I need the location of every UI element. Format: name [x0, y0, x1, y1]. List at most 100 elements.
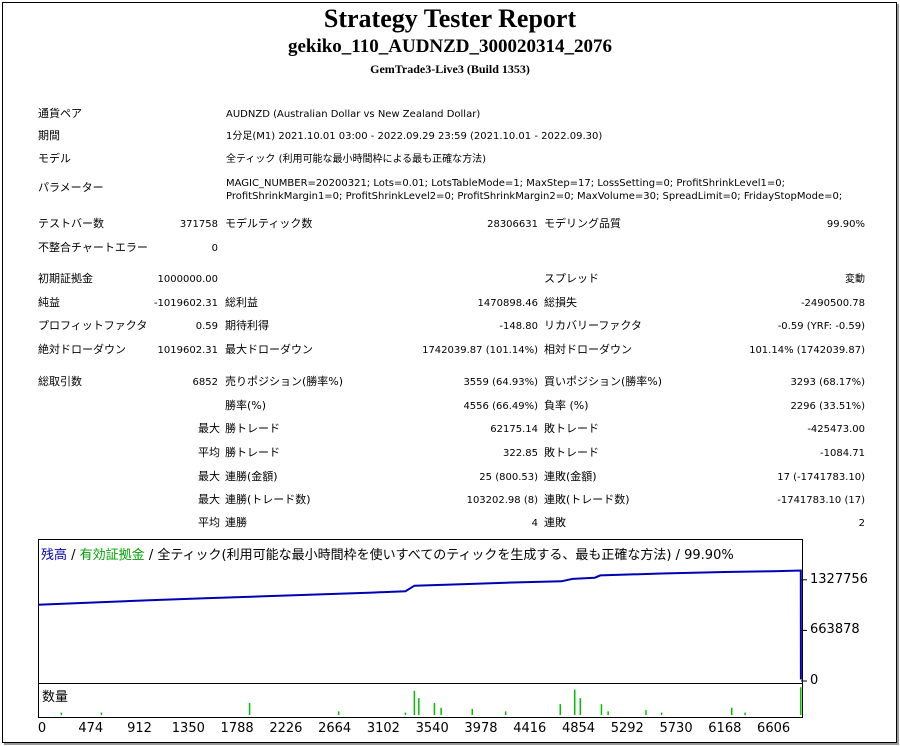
y-tick-label: 0 [810, 673, 819, 688]
legend-sep: / [67, 548, 80, 563]
avg-consec-losses-label: 連敗 [544, 516, 566, 529]
avg-loss-value: -1084.71 [820, 448, 865, 459]
x-tick-label: 2664 [318, 721, 352, 736]
largest-loss-label: 敗トレード [544, 422, 599, 435]
max-drawdown-value: 1742039.87 (101.14%) [422, 345, 538, 356]
total-trades-value: 6852 [192, 377, 218, 388]
expected-payoff-value: -148.80 [499, 321, 538, 332]
chart-caption: 残高 / 有効証拠金 / 全ティック(利用可能な最小時間枠を使いすべてのティック… [41, 544, 734, 563]
rel-drawdown-label: 相対ドローダウン [544, 343, 632, 356]
bars-value: 371758 [179, 219, 218, 230]
x-tick-label: 5292 [610, 721, 644, 736]
net-profit-label: 純益 [38, 296, 60, 309]
loss-rate-value: 2296 (33.51%) [790, 401, 865, 412]
total-trades-label: 総取引数 [38, 375, 82, 388]
loss-rate-label: 負率 (%) [544, 399, 589, 412]
period-value: 1分足(M1) 2021.10.01 03:00 - 2022.09.29 23… [226, 131, 603, 142]
y-tick-label: 1327756 [810, 571, 868, 587]
short-positions-label: 売りポジション(勝率%) [225, 375, 344, 388]
net-profit-value: -1019602.31 [153, 298, 218, 309]
avg-loss-label: 敗トレード [544, 446, 599, 459]
quality-value: 99.90% [826, 219, 865, 230]
consec-losses-value: 17 (-1741783.10) [777, 472, 865, 483]
quality-label: モデリング品質 [544, 217, 621, 230]
x-tick-label: 5730 [659, 721, 693, 736]
mismatch-value: 0 [211, 243, 218, 254]
balance-line [37, 569, 802, 680]
gross-loss-value: -2490500.78 [800, 298, 865, 309]
long-positions-value: 3293 (68.17%) [790, 377, 865, 388]
volume-label: 数量 [42, 690, 69, 705]
params-line-1: MAGIC_NUMBER=20200321; Lots=0.01; LotsTa… [226, 178, 786, 189]
params-line-2: ProfitShrinkMargin1=0; ProfitShrinkLevel… [226, 191, 843, 202]
mismatch-label: 不整合チャートエラー [38, 241, 148, 254]
server-name: GemTrade3-Live3 (Build 1353) [370, 62, 530, 76]
largest-win-value: 62175.14 [490, 424, 538, 435]
consec-profit-label: 連勝(トレード数) [225, 493, 311, 506]
abs-drawdown-value: 1019602.31 [157, 345, 218, 356]
gross-loss-label: 総損失 [544, 296, 577, 309]
legend-balance: 残高 [41, 548, 68, 563]
average-prefix-2: 平均 [198, 516, 220, 529]
symbol-label: 通貨ペア [38, 107, 82, 120]
deposit-label: 初期証拠金 [38, 272, 93, 285]
long-positions-label: 買いポジション(勝率%) [544, 375, 663, 388]
deposit-value: 1000000.00 [157, 274, 218, 285]
consec-loss-value: -1741783.10 (17) [777, 495, 865, 506]
largest-prefix: 最大 [198, 422, 220, 435]
report-title: Strategy Tester Report [323, 4, 577, 33]
largest-loss-value: -425473.00 [807, 424, 865, 435]
x-tick-label: 6606 [757, 721, 791, 736]
report-subtitle: gekiko_110_AUDNZD_300020314_2076 [287, 36, 613, 57]
expected-payoff-label: 期待利得 [225, 319, 269, 332]
x-tick-label: 1350 [171, 721, 205, 736]
model-label: モデル [38, 152, 71, 165]
win-rate-value: 4556 (66.49%) [463, 401, 538, 412]
x-tick-label: 0 [37, 721, 47, 736]
avg-win-label: 勝トレード [225, 446, 280, 459]
x-tick-label: 4854 [561, 721, 596, 736]
consec-wins-label: 連勝(金額) [225, 470, 278, 483]
recovery-factor-value: -0.59 (YRF: -0.59) [777, 321, 865, 332]
x-tick-label: 3978 [464, 721, 498, 736]
consec-profit-value: 103202.98 (8) [466, 495, 538, 506]
x-tick-label: 6168 [708, 721, 742, 736]
profit-factor-label: プロフィットファクタ [38, 319, 148, 332]
profit-factor-value: 0.59 [195, 321, 218, 332]
x-tick-label: 474 [78, 721, 104, 736]
spread-label: スプレッド [544, 272, 599, 285]
consec-loss-label: 連敗(トレード数) [544, 493, 630, 506]
x-tick-label: 1788 [220, 721, 254, 736]
consec-wins-value: 25 (800.53) [479, 472, 538, 483]
x-tick-label: 3540 [415, 721, 449, 736]
model-value: 全ティック (利用可能な最小時間枠による最も正確な方法) [226, 154, 487, 165]
x-tick-label: 3102 [366, 721, 400, 736]
short-positions-value: 3559 (64.93%) [463, 377, 538, 388]
abs-drawdown-label: 絶対ドローダウン [38, 343, 126, 356]
max-prefix-3: 最大 [198, 493, 220, 506]
ticks-label: モデルティック数 [225, 217, 313, 230]
win-rate-label: 勝率(%) [225, 399, 267, 412]
max-prefix-2: 最大 [198, 470, 220, 483]
volume-chart [38, 683, 803, 718]
consec-losses-label: 連敗(金額) [544, 470, 597, 483]
x-tick-label: 912 [127, 721, 152, 736]
x-tick-label: 4416 [513, 721, 547, 736]
average-prefix: 平均 [198, 446, 220, 459]
legend-equity: 有効証拠金 [79, 548, 145, 563]
params-label: パラメーター [38, 181, 104, 194]
max-drawdown-label: 最大ドローダウン [225, 343, 313, 356]
y-tick-label: 663878 [810, 622, 860, 638]
avg-win-value: 322.85 [503, 448, 538, 459]
recovery-factor-label: リカバリーファクタ [544, 319, 642, 332]
avg-consec-wins-value: 4 [531, 518, 538, 529]
gross-profit-value: 1470898.46 [477, 298, 538, 309]
legend-rest: / 全ティック(利用可能な最小時間枠を使いすべてのティックを生成する、最も正確な… [144, 548, 734, 563]
symbol-value: AUDNZD (Australian Dollar vs New Zealand… [226, 109, 481, 120]
spread-value: 変動 [845, 274, 865, 285]
avg-consec-losses-value: 2 [858, 518, 865, 529]
gross-profit-label: 総利益 [225, 296, 258, 309]
rel-drawdown-value: 101.14% (1742039.87) [749, 345, 865, 356]
